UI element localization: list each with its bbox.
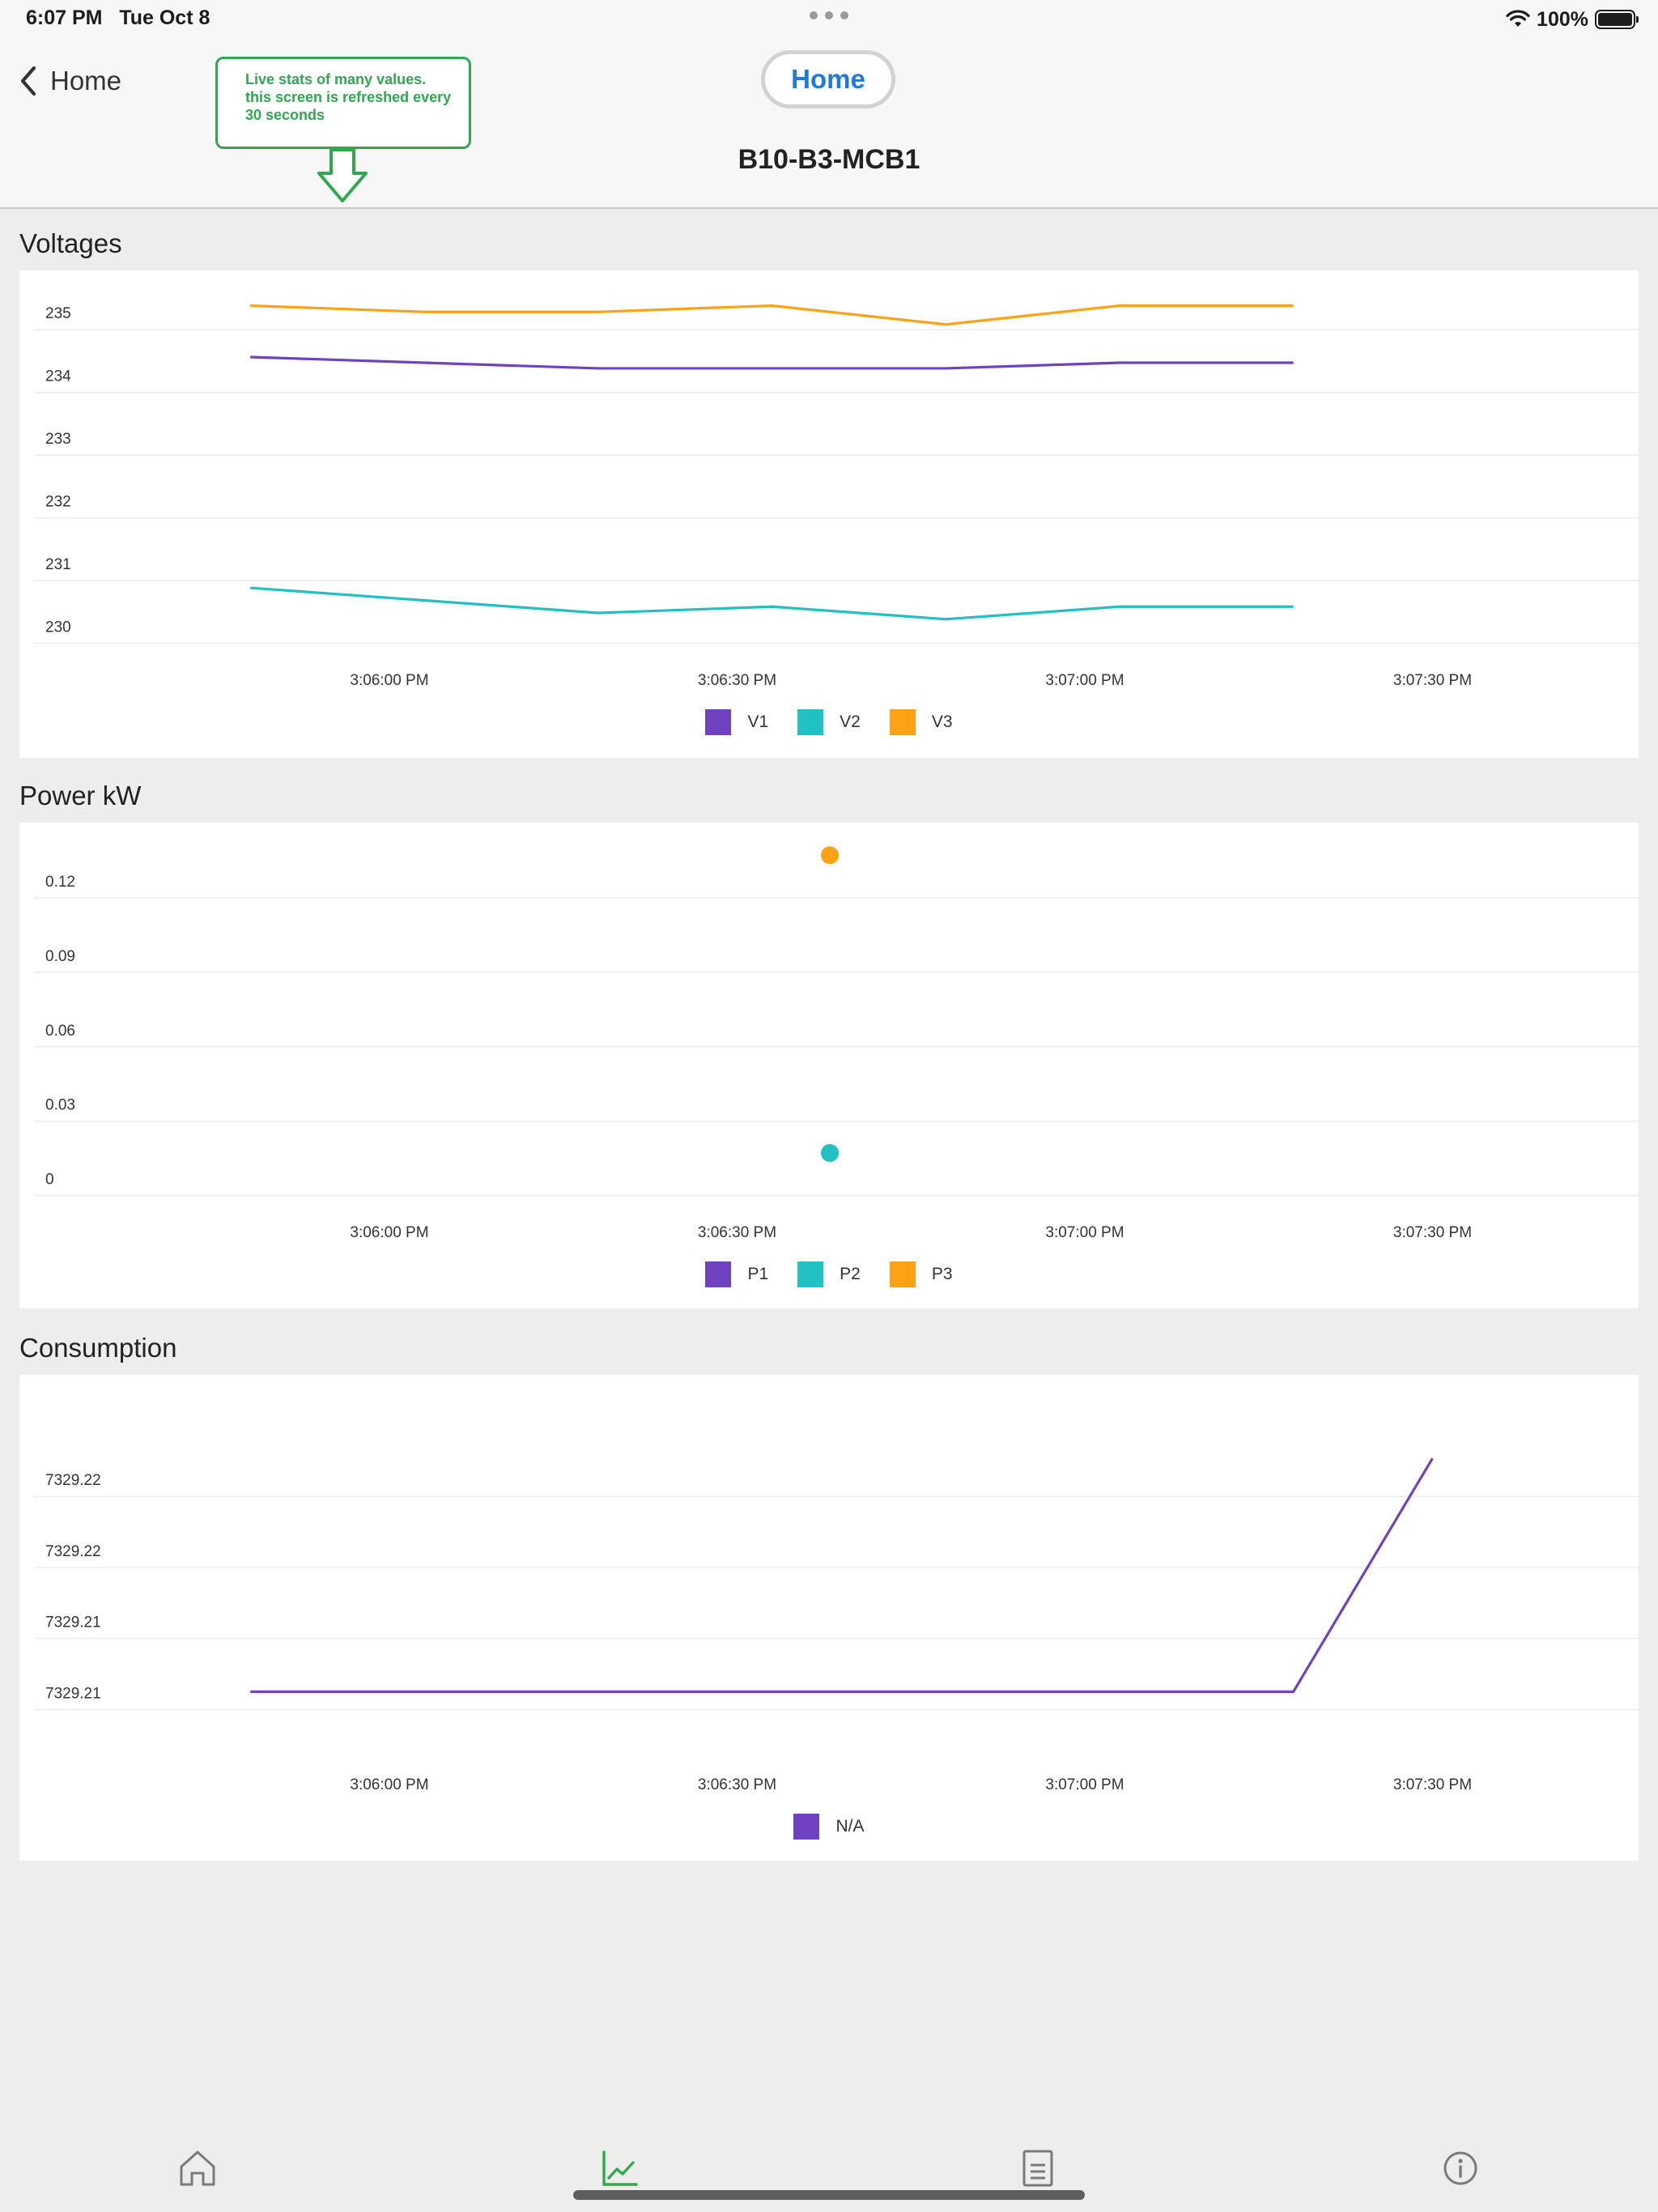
status-indicators: 100% xyxy=(1506,6,1639,32)
consumption-x-tick-label: 3:07:30 PM xyxy=(1393,1776,1472,1793)
status-bar: 6:07 PM Tue Oct 8 100% xyxy=(0,0,1658,39)
voltages-legend-item: V3 xyxy=(889,709,953,735)
power-x-tick-label: 3:06:30 PM xyxy=(698,1224,776,1241)
consumption-legend-item: N/A xyxy=(793,1814,865,1840)
status-date: Tue Oct 8 xyxy=(119,6,210,29)
voltages-series-line-v2 xyxy=(250,586,1294,621)
status-clock: 6:07 PM xyxy=(26,6,103,29)
power-legend-label: P3 xyxy=(931,1265,953,1283)
voltages-chart-plot: 230 231 232 233 234 235 3:06:00 PM 3:06:30 PM 3:… xyxy=(34,304,1639,689)
power-legend-item: P3 xyxy=(889,1261,953,1287)
tab-home[interactable] xyxy=(176,2147,219,2189)
consumption-y-tick-label: 7329.22 xyxy=(45,1472,101,1489)
voltages-y-tick-label: 234 xyxy=(45,368,71,385)
consumption-x-tick-label: 3:07:00 PM xyxy=(1045,1776,1124,1793)
consumption-legend: N/A xyxy=(19,1814,1639,1840)
voltages-legend-item: V1 xyxy=(705,709,768,735)
power-x-tick-label: 3:06:00 PM xyxy=(350,1224,428,1241)
voltages-legend-swatch xyxy=(705,709,732,735)
tab-reports[interactable] xyxy=(1017,2147,1059,2189)
voltages-legend-swatch xyxy=(797,709,824,735)
wifi-icon xyxy=(1506,10,1530,27)
voltages-x-tick-label: 3:06:00 PM xyxy=(350,672,428,689)
voltages-legend-item: V2 xyxy=(797,709,861,735)
voltages-series-line-v1 xyxy=(250,355,1294,370)
voltages-x-tick-label: 3:07:30 PM xyxy=(1393,672,1472,689)
info-icon xyxy=(1443,2151,1477,2185)
consumption-x-tick-label: 3:06:00 PM xyxy=(350,1776,428,1793)
home-indicator[interactable] xyxy=(573,2190,1085,2200)
tab-charts[interactable] xyxy=(599,2147,641,2189)
navigation-header: Home Live stats of many values. this scr… xyxy=(0,39,1658,209)
chevron-left-icon xyxy=(20,66,36,96)
power-legend-label: P2 xyxy=(840,1265,861,1283)
battery-fill xyxy=(1598,13,1632,26)
consumption-section-title: Consumption xyxy=(19,1333,177,1363)
back-label: Home xyxy=(50,66,122,96)
voltages-legend-label: V3 xyxy=(931,713,953,731)
voltages-chart: 230 231 232 233 234 235 3:06:00 PM 3:06:30 PM 3:… xyxy=(19,270,1639,758)
consumption-legend-label: N/A xyxy=(835,1817,865,1836)
multitasking-dots-icon[interactable] xyxy=(810,11,848,21)
voltages-y-tick-label: 232 xyxy=(45,494,71,511)
consumption-y-tick-label: 7329.22 xyxy=(45,1543,101,1560)
power-y-tick-label: 0.06 xyxy=(45,1023,75,1040)
voltages-y-tick-label: 235 xyxy=(45,305,71,322)
power-data-point-p3 xyxy=(821,846,839,865)
power-legend-item: P1 xyxy=(705,1261,768,1287)
status-time: 6:07 PM Tue Oct 8 xyxy=(26,6,210,30)
annotation-callout: Live stats of many values. this screen i… xyxy=(215,57,471,149)
power-legend-label: P1 xyxy=(747,1265,769,1283)
power-x-tick-label: 3:07:00 PM xyxy=(1045,1224,1124,1241)
power-legend-swatch xyxy=(705,1261,732,1287)
consumption-chart: 7329.21 7329.21 7329.22 7329.22 3:06:00 PM 3:… xyxy=(19,1375,1639,1861)
home-icon xyxy=(180,2150,215,2186)
power-chart-plot: 0 0.03 0.06 0.09 0.12 3:06:00 PM 3:06:30 PM 3:0… xyxy=(34,846,1639,1241)
voltages-y-tick-label: 230 xyxy=(45,619,71,636)
voltages-x-tick-label: 3:07:00 PM xyxy=(1045,672,1124,689)
document-icon xyxy=(1022,2150,1053,2187)
consumption-y-tick-label: 7329.21 xyxy=(45,1614,101,1631)
power-legend-swatch xyxy=(889,1261,916,1287)
consumption-chart-plot: 7329.21 7329.21 7329.22 7329.22 3:06:00 PM 3:… xyxy=(34,1457,1639,1793)
back-button[interactable]: Home xyxy=(16,62,121,100)
power-legend-item: P2 xyxy=(797,1261,861,1287)
power-y-tick-label: 0.03 xyxy=(45,1097,75,1114)
home-button[interactable]: Home xyxy=(761,50,895,108)
consumption-y-tick-label: 7329.21 xyxy=(45,1685,101,1702)
power-y-tick-label: 0.12 xyxy=(45,874,75,891)
voltages-section-title: Voltages xyxy=(19,228,122,258)
power-x-tick-label: 3:07:30 PM xyxy=(1393,1224,1472,1241)
battery-icon xyxy=(1595,10,1639,29)
power-legend: P1 P2 P3 xyxy=(19,1261,1639,1287)
power-section-title: Power kW xyxy=(19,781,142,810)
power-legend-swatch xyxy=(797,1261,824,1287)
tab-info[interactable] xyxy=(1439,2147,1482,2189)
power-chart: 0 0.03 0.06 0.09 0.12 3:06:00 PM 3:06:30 PM 3:0… xyxy=(19,823,1639,1308)
power-y-tick-label: 0 xyxy=(45,1172,54,1189)
page-title: B10-B3-MCB1 xyxy=(738,144,920,175)
voltages-y-tick-label: 231 xyxy=(45,556,71,573)
voltages-legend-label: V2 xyxy=(840,713,861,731)
consumption-series-line-na xyxy=(250,1457,1434,1693)
power-data-point-p2 xyxy=(821,1144,839,1163)
voltages-legend: V1 V2 V3 xyxy=(19,709,1639,735)
consumption-legend-swatch xyxy=(793,1814,820,1840)
chart-icon xyxy=(602,2150,638,2186)
voltages-legend-swatch xyxy=(889,709,916,735)
battery-percentage: 100% xyxy=(1537,7,1588,31)
annotation-text: Live stats of many values. this screen i… xyxy=(245,71,452,123)
arrow-down-icon xyxy=(317,148,368,202)
consumption-x-tick-label: 3:06:30 PM xyxy=(698,1776,776,1793)
voltages-x-tick-label: 3:06:30 PM xyxy=(698,672,776,689)
voltages-legend-label: V1 xyxy=(747,713,769,731)
voltages-series-line-v3 xyxy=(250,304,1294,326)
voltages-y-tick-label: 233 xyxy=(45,431,71,448)
power-y-tick-label: 0.09 xyxy=(45,948,75,965)
